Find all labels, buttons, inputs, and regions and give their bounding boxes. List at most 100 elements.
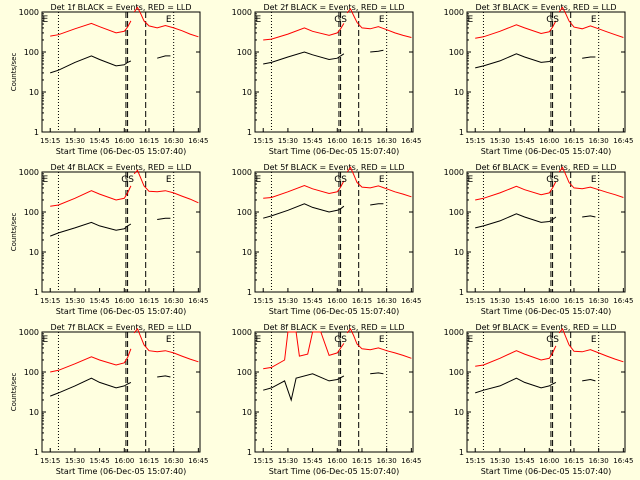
x-tick-label: 16:15 [352, 457, 372, 465]
y-tick-label: 1000 [444, 8, 464, 17]
detector-panel: Det 2f BLACK = Events, RED = LLD 1 10 100 10… [232, 3, 422, 156]
x-tick-label: 16:15 [139, 137, 159, 145]
y-tick-label: 100 [237, 208, 252, 217]
plot-frame [41, 11, 201, 133]
y-tick-label: 1000 [444, 328, 464, 337]
y-tick-label: 100 [449, 208, 464, 217]
events-series-line [475, 53, 557, 69]
interval-marker-label: E [42, 15, 48, 25]
x-tick-label: 16:15 [564, 457, 584, 465]
x-tick-label: 16:45 [613, 457, 633, 465]
lld-series-line [263, 331, 345, 370]
y-tick-label: 10 [242, 88, 252, 97]
x-tick-label: 16:30 [164, 137, 184, 145]
x-tick-label: 15:45 [303, 457, 323, 465]
x-tick-label: 16:45 [188, 297, 208, 305]
x-tick-label: 15:30 [490, 457, 510, 465]
interval-marker-label: E [379, 175, 385, 185]
x-tick-label: 16:15 [564, 137, 584, 145]
x-axis-label: Start Time (06-Dec-05 15:07:40) [56, 147, 187, 156]
x-tick-label: 16:00 [114, 457, 134, 465]
x-tick-label: 15:30 [278, 457, 298, 465]
panel-title: Det 3f BLACK = Events, RED = LLD [475, 3, 616, 12]
interval-marker-label: E [379, 15, 385, 25]
y-tick-label: 1 [34, 288, 39, 297]
interval-marker-label: E [591, 175, 597, 185]
lld-series-line [346, 166, 412, 198]
x-tick-label: 15:30 [65, 457, 85, 465]
y-tick-label: 1 [459, 448, 464, 457]
y-axis-label: Counts/sec [10, 213, 18, 252]
y-tick-label: 10 [242, 408, 252, 417]
x-axis-label: Start Time (06-Dec-05 15:07:40) [269, 467, 400, 476]
x-tick-label: 15:45 [515, 297, 535, 305]
lld-series-line [346, 7, 412, 38]
events-series-line [582, 378, 596, 382]
plot-frame [41, 171, 201, 293]
interval-marker-label: E [166, 175, 172, 185]
interval-marker-label: E [467, 175, 473, 185]
y-tick-label: 100 [449, 368, 464, 377]
x-tick-label: 16:15 [564, 297, 584, 305]
x-tick-label: 15:30 [490, 297, 510, 305]
detector-panel: Det 9f BLACK = Events, RED = LLD 1 10 100 10… [444, 323, 634, 476]
x-tick-label: 16:00 [539, 137, 559, 145]
y-tick-label: 100 [237, 368, 252, 377]
x-tick-label: 16:30 [589, 137, 609, 145]
y-tick-label: 10 [242, 248, 252, 257]
x-tick-label: 16:00 [327, 137, 347, 145]
interval-marker-label: E [42, 175, 48, 185]
x-axis-label: Start Time (06-Dec-05 15:07:40) [269, 307, 400, 316]
events-series-line [157, 217, 171, 220]
x-tick-label: 16:30 [377, 297, 397, 305]
x-tick-label: 15:45 [303, 137, 323, 145]
y-tick-label: 100 [24, 368, 39, 377]
events-series-line [370, 203, 384, 206]
y-tick-label: 100 [449, 48, 464, 57]
x-tick-label: 15:15 [40, 297, 60, 305]
lld-series-line [263, 180, 345, 199]
panel-title: Det 7f BLACK = Events, RED = LLD [50, 323, 191, 332]
y-tick-label: 10 [29, 248, 39, 257]
y-tick-label: 1 [247, 128, 252, 137]
x-tick-label: 15:45 [303, 297, 323, 305]
plot-frame [466, 11, 626, 133]
x-tick-label: 15:45 [515, 137, 535, 145]
lld-series-line [133, 6, 199, 38]
lld-series-line [475, 181, 557, 201]
plot-frame [254, 171, 414, 293]
x-tick-label: 15:15 [465, 297, 485, 305]
x-tick-label: 15:30 [490, 137, 510, 145]
x-tick-label: 15:45 [90, 297, 110, 305]
interval-marker-label: E [255, 15, 261, 25]
detector-panel: Det 7f BLACK = Events, RED = LLD 1 10 100 10… [10, 323, 208, 476]
x-tick-label: 15:15 [465, 137, 485, 145]
x-tick-label: 15:30 [65, 297, 85, 305]
interval-marker-label: GS [121, 175, 134, 185]
x-tick-label: 16:15 [352, 137, 372, 145]
x-tick-label: 15:45 [90, 457, 110, 465]
y-tick-label: 1000 [19, 8, 39, 17]
events-series-line [50, 377, 132, 397]
y-tick-label: 1 [459, 288, 464, 297]
y-tick-label: 10 [29, 88, 39, 97]
y-tick-label: 100 [24, 208, 39, 217]
panel-title: Det 8f BLACK = Events, RED = LLD [263, 323, 404, 332]
y-tick-label: 1000 [232, 8, 252, 17]
interval-marker-label: GS [334, 335, 347, 345]
interval-marker-label: E [255, 175, 261, 185]
x-tick-label: 16:45 [613, 137, 633, 145]
events-series-line [50, 55, 132, 74]
lld-series-line [475, 20, 557, 39]
y-tick-label: 10 [29, 408, 39, 417]
x-axis-label: Start Time (06-Dec-05 15:07:40) [56, 307, 187, 316]
detector-panel: Det 6f BLACK = Events, RED = LLD 1 10 100 10… [444, 163, 634, 316]
y-tick-label: 1000 [19, 328, 39, 337]
events-series-line [263, 373, 345, 402]
x-tick-label: 16:15 [352, 297, 372, 305]
y-tick-label: 1000 [19, 168, 39, 177]
x-axis-label: Start Time (06-Dec-05 15:07:40) [269, 147, 400, 156]
x-tick-label: 15:45 [90, 137, 110, 145]
x-axis-label: Start Time (06-Dec-05 15:07:40) [56, 467, 187, 476]
y-tick-label: 1 [34, 448, 39, 457]
